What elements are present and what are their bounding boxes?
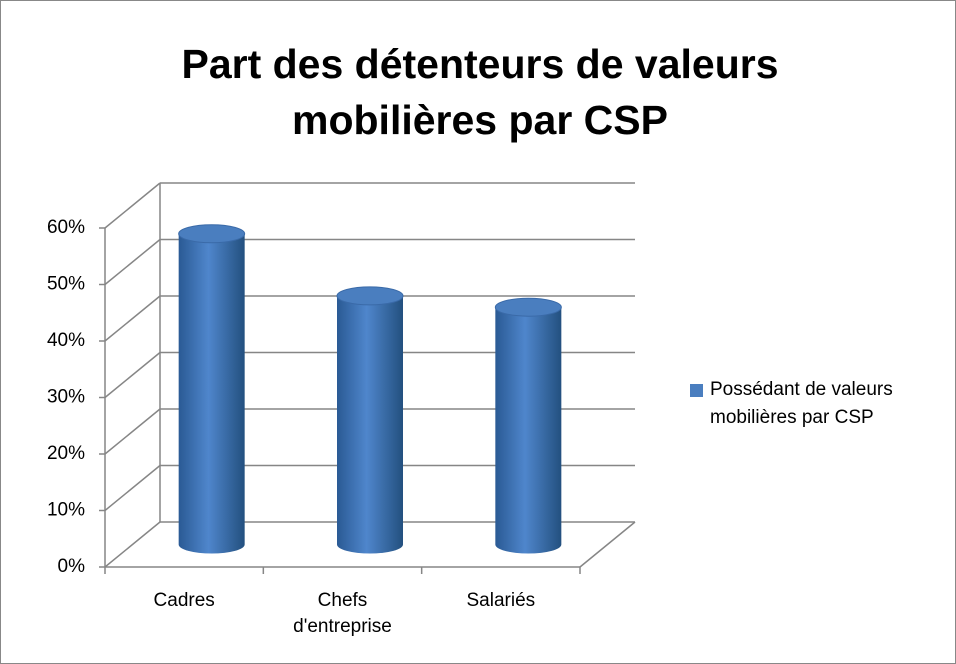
y-tick-label: 60% (47, 217, 85, 238)
bar-top (336, 286, 404, 306)
grid-line-side (104, 238, 161, 286)
y-tick-label: 40% (47, 330, 85, 351)
x-tick-label: Cadres (153, 590, 215, 611)
chart-title: Part des détenteurs de valeurs mobilière… (181, 41, 779, 143)
bar (178, 233, 245, 554)
y-tick-label: 50% (47, 274, 85, 295)
grid-line-side (104, 351, 161, 399)
grid-line-side (104, 464, 161, 512)
legend: Possédant de valeurs mobilières par CSP (690, 376, 956, 432)
y-tick-label: 30% (47, 387, 85, 408)
bar-top (494, 297, 562, 317)
y-tick-label: 10% (47, 500, 85, 521)
grid-line-side (104, 295, 161, 342)
y-tick-label: 20% (47, 443, 85, 464)
legend-label: Possédant de valeurs mobilières par CSP (710, 379, 893, 428)
bar-top (178, 224, 246, 244)
bar (337, 295, 403, 554)
floor-right-edge (579, 521, 636, 568)
grid-line-side (104, 408, 161, 455)
legend-swatch (690, 384, 703, 397)
x-tick-label: Salariés (466, 590, 536, 611)
grid-line-side (104, 521, 161, 568)
bar (495, 307, 562, 554)
y-tick-label: 0% (58, 556, 86, 577)
grid-line-side (104, 182, 161, 229)
x-tick-label: Chefs d'entreprise (293, 590, 392, 637)
